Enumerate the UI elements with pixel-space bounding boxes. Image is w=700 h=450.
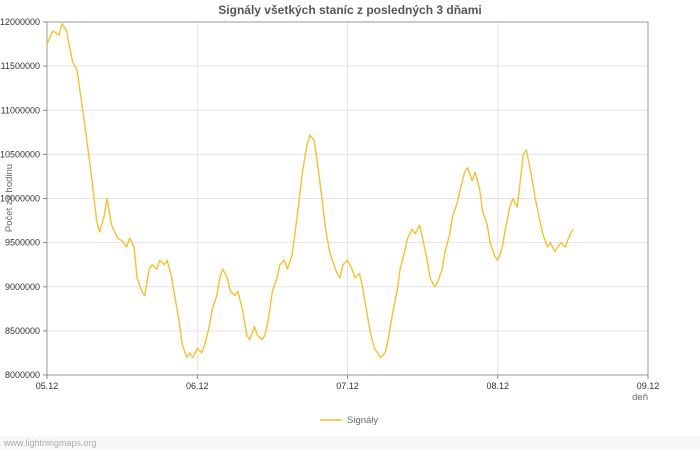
x-axis-label: deň	[632, 392, 648, 403]
series-line	[46, 23, 574, 359]
y-tick-label: 8000000	[5, 370, 40, 380]
y-axis-label: Počet za hodinu	[4, 164, 15, 232]
y-tick-label: 9000000	[5, 282, 40, 292]
legend: Signály	[320, 415, 378, 426]
y-tick-label: 10000000	[0, 194, 40, 204]
legend-label: Signály	[347, 415, 378, 426]
x-tick-label: 08.12	[487, 381, 510, 391]
footer-strip	[0, 436, 700, 450]
y-tick-label: 10500000	[0, 149, 40, 159]
x-tick-label: 09.12	[637, 381, 660, 391]
gridlines	[46, 21, 649, 376]
data-series	[46, 23, 574, 359]
axis-tick-labels: 8000000 8500000 9000000 9500000 10000000 1050…	[0, 17, 659, 391]
watermark-text: www.lightningmaps.org	[3, 438, 97, 448]
x-tick-label: 05.12	[36, 381, 59, 391]
y-tick-label: 12000000	[0, 17, 40, 27]
y-tick-label: 11500000	[1, 61, 40, 71]
axis-ticks	[43, 21, 649, 379]
chart-title: Signály všetkých staníc z posledných 3 d…	[218, 3, 481, 17]
x-tick-label: 07.12	[336, 381, 359, 391]
y-tick-label: 11000000	[1, 105, 40, 115]
x-tick-label: 06.12	[186, 381, 209, 391]
y-tick-label: 8500000	[5, 326, 40, 336]
y-tick-label: 9500000	[5, 238, 40, 248]
